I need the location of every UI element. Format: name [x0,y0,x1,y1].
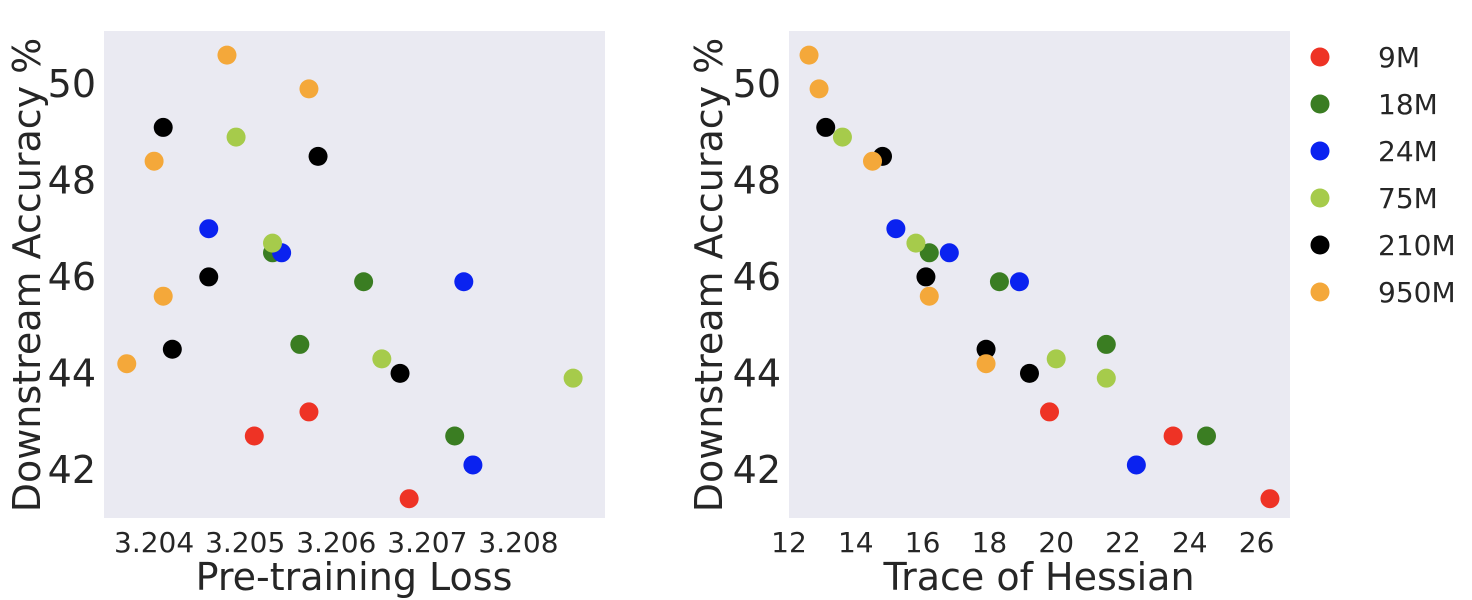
legend-marker-9M [1310,47,1330,67]
legend-label-24M: 24M [1378,135,1438,168]
x-tick-label: 16 [905,526,941,559]
x-tick-labels-right: 12 14 16 18 20 22 24 26 [771,526,1274,559]
legend-label-210M: 210M [1378,229,1456,262]
point-9M [244,426,264,446]
point-9M [1040,402,1060,422]
y-tick-labels-left: 42 44 46 48 50 [48,62,96,492]
x-tick-label: 20 [1038,526,1074,559]
point-18M [290,334,310,354]
y-tick-label: 44 [733,351,781,395]
point-24M [1126,455,1146,475]
y-axis-label-left: Downstream Accuracy % [5,38,49,513]
point-24M [886,219,906,239]
point-210M [916,267,936,287]
points-right [799,45,1280,509]
legend: 9M 18M 24M 75M 210M 950M [1310,41,1456,309]
point-9M [1163,426,1183,446]
y-tick-label: 42 [733,448,781,492]
y-tick-label: 48 [48,158,96,202]
legend-label-18M: 18M [1378,88,1438,121]
x-axis-label-right: Trace of Hessian [882,555,1194,599]
point-950M [919,286,939,306]
legend-label-9M: 9M [1378,41,1420,74]
points-left [117,45,583,509]
point-950M [976,354,996,374]
point-75M [1096,368,1116,388]
point-75M [263,233,283,253]
x-tick-label: 3.206 [296,526,376,559]
point-75M [372,349,392,369]
point-210M [308,146,328,166]
legend-marker-24M [1310,141,1330,161]
point-24M [463,455,483,475]
point-950M [117,354,137,374]
x-tick-label: 3.205 [205,526,285,559]
point-950M [299,79,319,99]
y-tick-label: 48 [733,158,781,202]
point-9M [399,489,419,509]
point-210M [976,339,996,359]
point-210M [1019,363,1039,383]
chart-right: 42 44 46 48 50 12 14 16 18 20 22 24 26 Trace of Hes… [687,31,1290,599]
y-tick-label: 44 [48,351,96,395]
y-axis-label-right: Downstream Accuracy % [687,38,731,513]
point-24M [1009,272,1029,292]
x-tick-label: 3.207 [387,526,467,559]
plot-area-left [104,31,605,518]
point-210M [199,267,219,287]
legend-marker-950M [1310,282,1330,302]
point-18M [445,426,465,446]
point-18M [354,272,374,292]
x-tick-label: 22 [1105,526,1141,559]
plot-area-right [789,31,1290,518]
point-950M [217,45,237,65]
point-75M [906,233,926,253]
chart-left: 42 44 46 48 50 3.204 3.205 3.206 3.207 3.208 Pre… [5,31,605,599]
point-950M [863,151,882,171]
point-210M [153,117,173,137]
legend-marker-75M [1310,188,1330,208]
point-18M [1096,334,1116,354]
point-9M [299,402,319,422]
point-9M [1260,489,1280,509]
x-tick-label: 12 [771,526,807,559]
x-tick-label: 3.204 [114,526,194,559]
legend-marker-18M [1310,94,1330,114]
point-950M [809,79,829,99]
y-tick-labels-right: 42 44 46 48 50 [733,62,781,492]
point-18M [989,272,1009,292]
point-950M [799,45,819,65]
point-950M [153,286,173,306]
point-18M [1197,426,1216,446]
y-tick-label: 50 [48,62,96,106]
point-24M [199,219,219,239]
legend-marker-210M [1310,235,1330,255]
point-210M [816,117,836,137]
y-tick-label: 42 [48,448,96,492]
point-950M [144,151,164,171]
point-75M [226,127,246,147]
point-75M [832,127,852,147]
y-tick-label: 50 [733,62,781,106]
legend-label-950M: 950M [1378,276,1456,309]
x-tick-label: 26 [1239,526,1275,559]
y-tick-label: 46 [48,255,96,299]
point-18M [919,243,939,263]
point-210M [390,363,410,383]
point-24M [454,272,474,292]
legend-label-75M: 75M [1378,182,1438,215]
x-tick-label: 3.208 [478,526,558,559]
point-75M [1046,349,1066,369]
y-tick-label: 46 [733,255,781,299]
x-axis-label-left: Pre-training Loss [196,555,513,599]
point-24M [939,243,959,263]
x-tick-label: 24 [1172,526,1208,559]
point-75M [563,368,583,388]
x-tick-labels-left: 3.204 3.205 3.206 3.207 3.208 [114,526,559,559]
point-210M [162,339,182,359]
x-tick-label: 14 [838,526,874,559]
x-tick-label: 18 [972,526,1008,559]
